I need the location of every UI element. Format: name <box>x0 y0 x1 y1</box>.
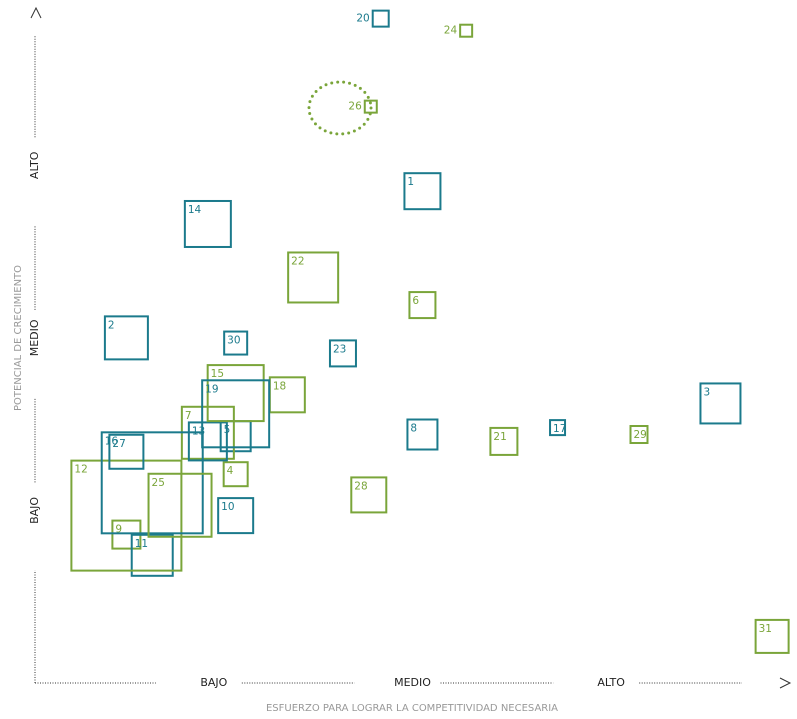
square-marker <box>187 421 228 462</box>
point-label: 2 <box>108 319 115 331</box>
square-marker <box>489 426 519 456</box>
square-marker <box>222 461 249 488</box>
point-label: 3 <box>703 386 710 398</box>
square-marker <box>363 99 378 114</box>
point-label: 21 <box>493 431 506 443</box>
square-marker <box>100 431 204 535</box>
square-marker <box>147 472 213 538</box>
square-marker <box>328 339 357 368</box>
point-label: 29 <box>634 429 647 441</box>
y-tick-label: MEDIO <box>28 319 41 356</box>
point-label: 12 <box>74 464 87 476</box>
square-marker <box>201 379 271 449</box>
point-label: 1 <box>407 176 414 188</box>
square-marker <box>459 23 474 38</box>
y-arrow <box>30 6 42 19</box>
square-marker <box>754 618 790 654</box>
x-axis-title: ESFUERZO PARA LOGRAR LA COMPETITIVIDAD N… <box>266 703 558 714</box>
point-label: 20 <box>356 13 369 25</box>
square-marker <box>549 419 567 437</box>
y-axis-title: POTENCIAL DE CRECIMIENTO <box>13 265 24 411</box>
square-marker <box>371 9 390 28</box>
point-label: 8 <box>410 423 417 435</box>
point-label: 30 <box>227 335 240 347</box>
x-arrow <box>779 677 792 689</box>
x-tick-label: MEDIO <box>394 676 431 689</box>
point-label: 11 <box>135 538 148 550</box>
square-marker <box>629 425 649 445</box>
point-label: 23 <box>333 343 346 355</box>
square-marker <box>70 459 183 572</box>
point-label: 25 <box>152 477 165 489</box>
point-label: 10 <box>221 501 234 513</box>
square-marker <box>217 497 255 535</box>
point-label: 14 <box>188 204 202 216</box>
point-label: 9 <box>115 524 122 536</box>
square-marker <box>406 418 439 451</box>
x-tick-label: ALTO <box>597 676 625 689</box>
point-label: 19 <box>205 383 218 395</box>
square-marker <box>350 476 388 514</box>
point-label: 24 <box>444 25 458 37</box>
highlight-circle <box>307 80 373 136</box>
square-marker <box>183 199 232 248</box>
point-label: 17 <box>553 423 566 435</box>
square-marker <box>403 172 442 211</box>
square-marker <box>223 330 249 356</box>
point-label: 18 <box>273 380 286 392</box>
square-marker <box>206 364 265 423</box>
x-tick-label: BAJO <box>200 676 227 689</box>
point-label: 27 <box>112 438 125 450</box>
point-label: 15 <box>211 368 224 380</box>
point-label: 6 <box>412 295 419 307</box>
square-marker <box>408 291 437 320</box>
point-label: 28 <box>354 480 367 492</box>
point-label: 26 <box>348 101 362 113</box>
square-marker <box>108 433 145 470</box>
point-label: 16 <box>105 435 119 447</box>
square-marker <box>130 533 174 577</box>
square-marker <box>699 382 742 425</box>
point-label: 22 <box>291 255 304 267</box>
square-marker <box>287 251 340 304</box>
square-marker <box>103 315 149 361</box>
point-label: 4 <box>227 465 234 477</box>
point-label: 31 <box>759 623 772 635</box>
point-label: 7 <box>185 410 192 422</box>
y-tick-label: BAJO <box>28 497 41 524</box>
y-tick-label: ALTO <box>28 151 41 179</box>
